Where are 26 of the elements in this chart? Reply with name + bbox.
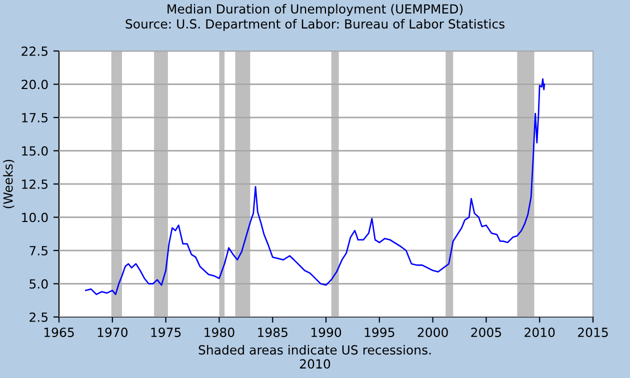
chart-title: Median Duration of Unemployment (UEMPMED) bbox=[168, 4, 463, 16]
x-tick-label: 2005 bbox=[471, 328, 502, 338]
y-tick-label: 12.5 bbox=[22, 179, 48, 189]
line-series bbox=[85, 78, 546, 296]
x-tick-label: 1965 bbox=[44, 328, 74, 338]
x-tick-label: 2000 bbox=[418, 328, 448, 338]
text: 2010 bbox=[300, 359, 330, 369]
x-tick-label: 1990 bbox=[311, 328, 342, 338]
x-tick-label: 2010 bbox=[524, 328, 555, 338]
y-tick-label: 17.5 bbox=[22, 113, 48, 122]
y-tick-label: 15.0 bbox=[22, 146, 48, 156]
x-tick-label: 1970 bbox=[98, 328, 128, 338]
x-tick-label: 2015 bbox=[578, 328, 608, 338]
chart-subtitle: Source: U.S. Department of Labor: Bureau of Labor Statistics bbox=[126, 18, 504, 32]
y-tick-label: 7.5 bbox=[30, 246, 48, 256]
y-tick-label: 5.0 bbox=[30, 279, 48, 289]
x-tick-label: 1975 bbox=[151, 328, 181, 338]
y-tick-label: 10.0 bbox=[22, 212, 48, 222]
y-tick-label: 20.0 bbox=[22, 80, 48, 90]
x-tick-label: 1985 bbox=[258, 328, 288, 338]
text: Shaded areas indicate US recessions. bbox=[198, 344, 431, 355]
y-axis-title: (Weeks) bbox=[3, 160, 14, 208]
y-tick-label: 22.5 bbox=[22, 46, 48, 56]
x-tick-label: 1980 bbox=[204, 328, 234, 338]
x-tick-label: 1995 bbox=[364, 328, 394, 338]
y-tick-label: 2.5 bbox=[30, 312, 48, 322]
